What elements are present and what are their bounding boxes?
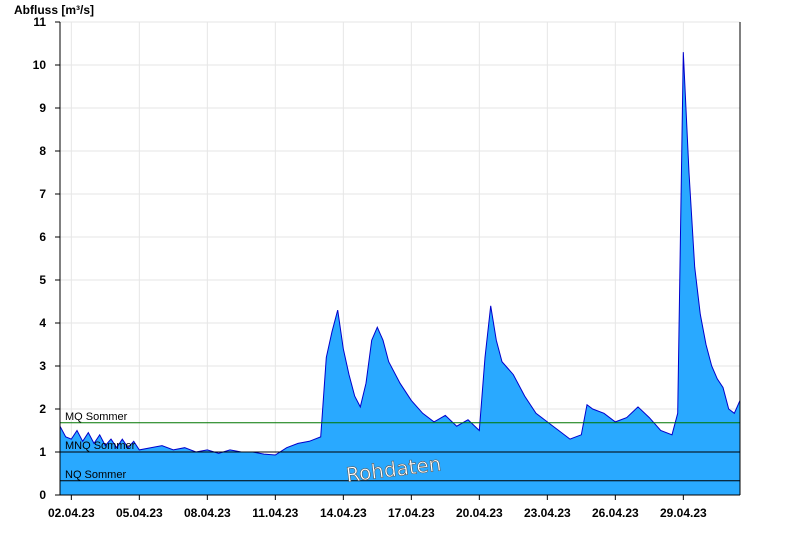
y-tick-label: 9 <box>39 101 46 115</box>
area-layer <box>59 52 741 495</box>
y-tick-label: 2 <box>39 402 46 416</box>
y-tick-label: 10 <box>33 58 47 72</box>
y-tick-label: 3 <box>39 359 46 373</box>
x-tick-label: 20.04.23 <box>456 506 503 520</box>
discharge-line <box>59 52 741 456</box>
y-tick-label: 6 <box>39 230 46 244</box>
x-tick-label: 29.04.23 <box>660 506 707 520</box>
y-tick-label: 8 <box>39 144 46 158</box>
y-axis-title: Abfluss [m³/s] <box>14 3 94 17</box>
y-tick-label: 1 <box>39 445 46 459</box>
x-tick-label: 14.04.23 <box>320 506 367 520</box>
y-tick-label: 11 <box>33 15 46 29</box>
y-tick-label: 7 <box>39 187 46 201</box>
x-tick-label: 23.04.23 <box>524 506 571 520</box>
x-tick-label: 26.04.23 <box>592 506 639 520</box>
y-ticks: 0 1 2 3 4 5 6 7 8 9 10 11 <box>33 15 60 502</box>
x-tick-label: 17.04.23 <box>388 506 435 520</box>
reference-label: NQ Sommer <box>65 469 126 481</box>
reference-label: MNQ Sommer <box>65 440 136 452</box>
x-tick-label: 05.04.23 <box>116 506 163 520</box>
y-tick-label: 4 <box>39 316 46 330</box>
reference-lines: MQ Sommer MNQ Sommer NQ Sommer <box>60 411 740 482</box>
reference-label: MQ Sommer <box>65 411 128 423</box>
x-ticks: 02.04.23 05.04.23 08.04.23 11.04.23 14.04.23… <box>48 495 707 520</box>
axes <box>59 22 741 496</box>
x-tick-label: 11.04.23 <box>252 506 298 520</box>
x-tick-label: 02.04.23 <box>48 506 95 520</box>
x-tick-label: 08.04.23 <box>184 506 231 520</box>
y-tick-label: 0 <box>39 488 46 502</box>
y-tick-label: 5 <box>39 273 46 287</box>
discharge-area <box>60 52 740 495</box>
grid <box>60 21 740 495</box>
